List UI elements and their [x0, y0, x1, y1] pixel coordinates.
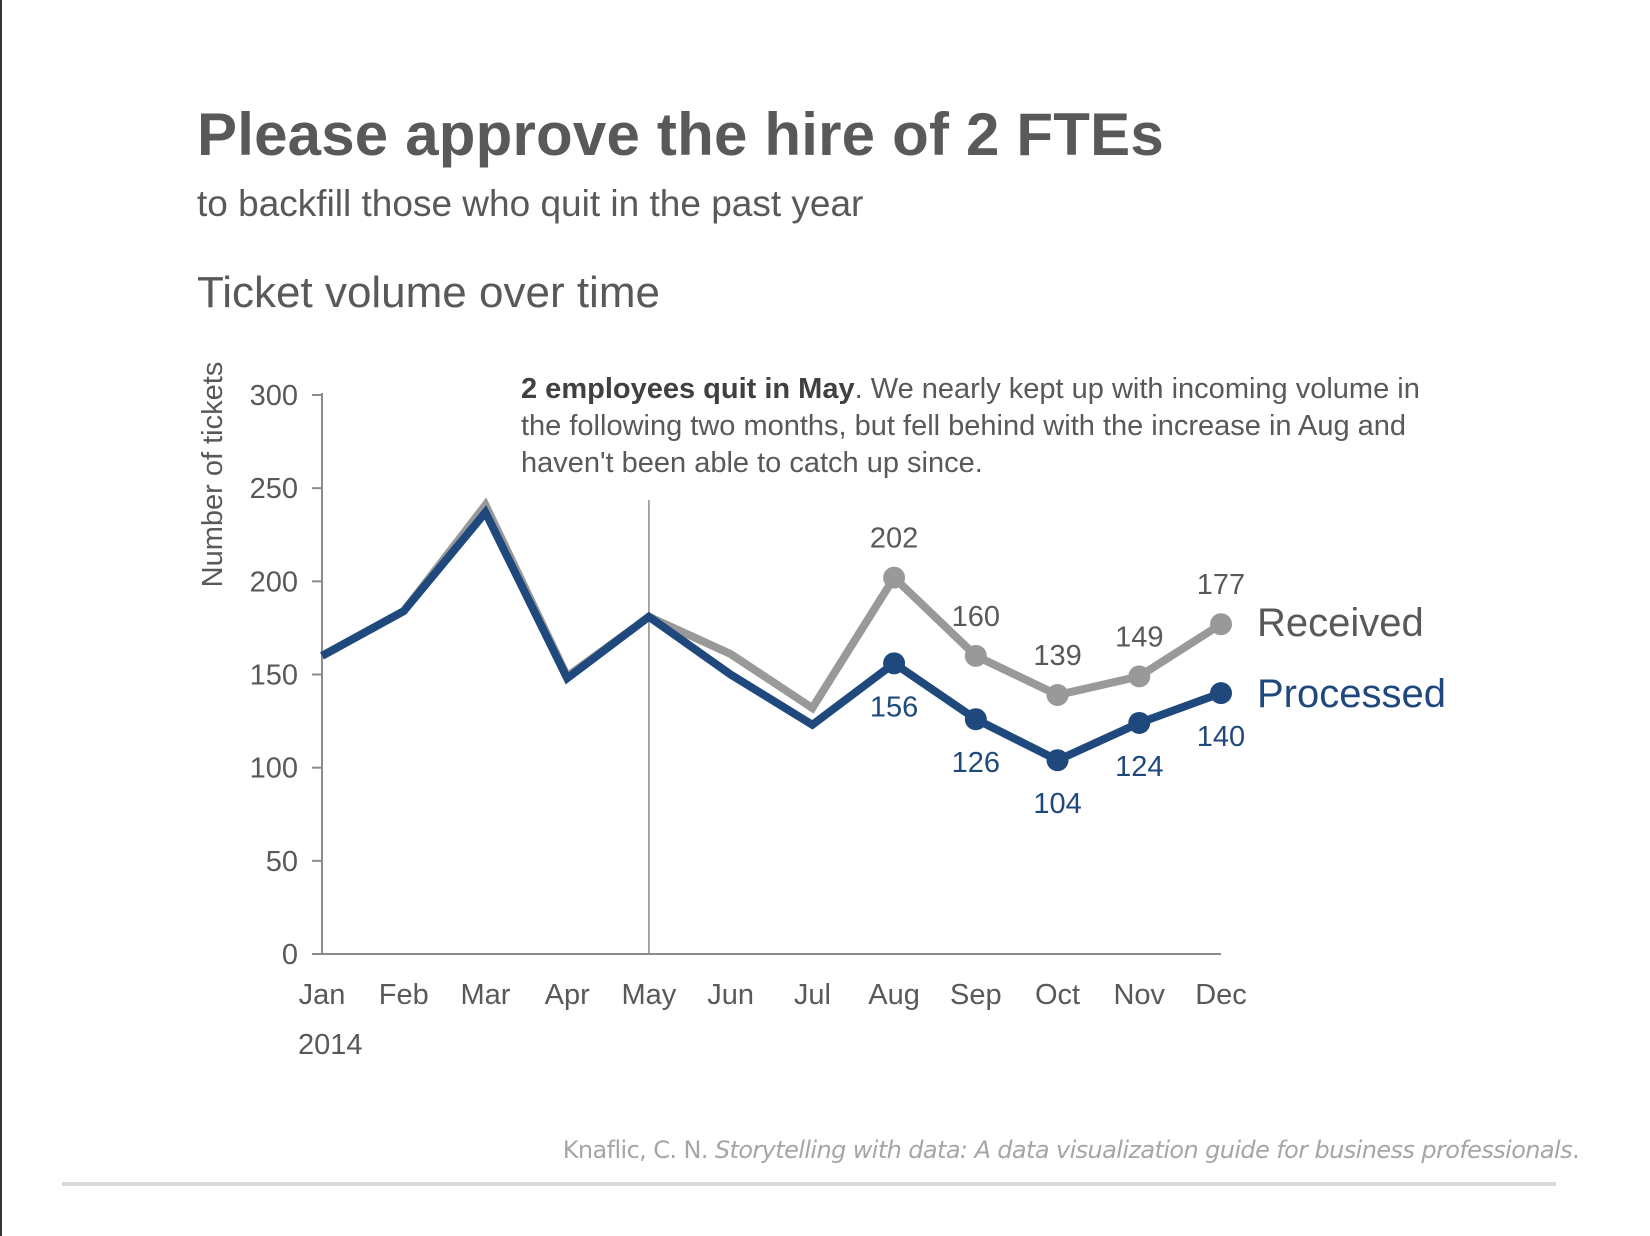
- y-tick-label: 0: [282, 939, 298, 971]
- labels-layer: 202 156 160 126 139 104 149 124 177 140 Received Pr…: [870, 523, 1446, 821]
- received-point: [1210, 613, 1232, 636]
- y-tick-label: 200: [250, 566, 298, 598]
- x-tick-label: Jun: [707, 979, 754, 1011]
- citation-end: .: [1571, 1136, 1580, 1164]
- chart-title: Ticket volume over time: [197, 268, 660, 317]
- received-data-label: 160: [952, 601, 1000, 633]
- citation-title: Storytelling with data: A data visualiza…: [714, 1136, 1573, 1164]
- x-tick-label: Apr: [545, 979, 590, 1011]
- x-tick-label: Jul: [794, 979, 831, 1011]
- received-series-label: Received: [1257, 601, 1424, 645]
- processed-point: [883, 652, 906, 675]
- processed-point: [1046, 749, 1069, 772]
- processed-data-label: 104: [1033, 788, 1081, 820]
- annotation-text: . We nearly kept up with incoming volume…: [521, 373, 1420, 479]
- annotation-bold: 2 employees quit in May: [521, 373, 855, 405]
- processed-data-label: 156: [870, 691, 918, 723]
- x-tick-label: May: [622, 979, 677, 1011]
- y-tick-label: 300: [250, 380, 298, 412]
- x-tick-label: Feb: [379, 979, 429, 1011]
- y-tick-label: 100: [250, 753, 298, 785]
- x-tick-label: Jan: [299, 979, 346, 1011]
- processed-data-label: 126: [952, 747, 1000, 779]
- x-tick-label: Aug: [868, 979, 920, 1011]
- processed-point: [1128, 711, 1151, 734]
- series-layer: [320, 497, 1232, 772]
- received-line: [320, 497, 1224, 714]
- processed-point: [964, 708, 987, 731]
- subheadline: to backfill those who quit in the past y…: [197, 183, 864, 224]
- processed-point: [1210, 682, 1232, 705]
- x-tick-label: Nov: [1113, 979, 1165, 1011]
- received-data-label: 149: [1115, 621, 1163, 653]
- axes: 0 50 100 150 200 250 300 Number of tickets Jan Fe…: [197, 362, 1247, 1061]
- headline: Please approve the hire of 2 FTEs: [197, 101, 1164, 168]
- x-tick-label: Dec: [1195, 979, 1247, 1011]
- y-tick-label: 50: [266, 846, 298, 878]
- processed-data-label: 140: [1197, 721, 1245, 753]
- received-data-label: 202: [870, 523, 918, 555]
- x-tick-label: Oct: [1035, 979, 1080, 1011]
- y-tick-label: 150: [250, 660, 298, 692]
- page-border: [0, 0, 2, 1236]
- processed-data-label: 124: [1115, 751, 1163, 783]
- footer-rule: [62, 1182, 1556, 1186]
- y-tick-label: 250: [250, 473, 298, 505]
- processed-series-label: Processed: [1257, 672, 1446, 716]
- processed-line: [320, 505, 1223, 765]
- x-tick-label: Mar: [460, 979, 510, 1011]
- received-point: [1128, 665, 1151, 688]
- citation-author: Knaflic, C. N.: [562, 1136, 715, 1164]
- received-point: [964, 644, 987, 667]
- received-point: [1046, 683, 1069, 706]
- x-year-label: 2014: [298, 1029, 363, 1061]
- received-data-label: 177: [1197, 569, 1245, 601]
- x-tick-label: Sep: [950, 979, 1002, 1011]
- received-data-label: 139: [1033, 640, 1081, 672]
- annotation: 2 employees quit in May. We nearly kept …: [521, 371, 1461, 482]
- y-axis-label: Number of tickets: [197, 362, 229, 588]
- citation: Knaflic, C. N. Storytelling with data: A…: [562, 1136, 1580, 1164]
- received-point: [883, 566, 906, 589]
